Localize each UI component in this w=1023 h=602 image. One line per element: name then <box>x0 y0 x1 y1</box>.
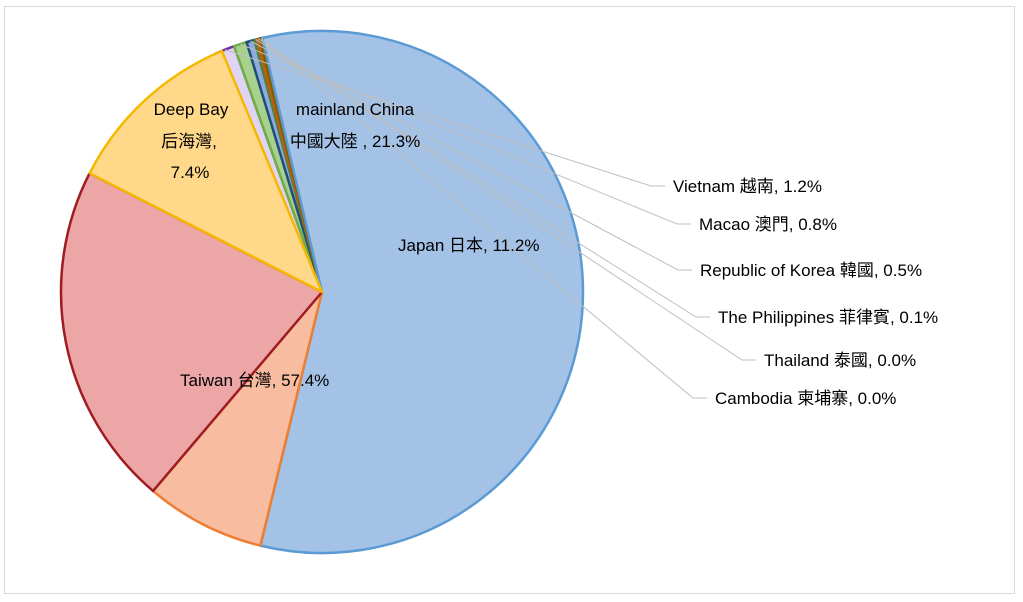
leader-lines <box>224 37 756 399</box>
slice-japan-9 <box>88 49 324 294</box>
label-cambodia: Cambodia 柬埔寨, 0.0% <box>715 389 896 408</box>
slice-taiwan-6 <box>259 29 585 555</box>
slice-deep-7 <box>151 290 324 547</box>
slice-mainland-8 <box>59 171 324 493</box>
label-deep-bay-line2: 后海灣, <box>161 132 217 151</box>
label-vietnam: Vietnam 越南, 1.2% <box>673 177 822 196</box>
label-republic-of-korea: Republic of Korea 韓國, 0.5% <box>700 261 922 280</box>
label-macao: Macao 澳門, 0.8% <box>699 215 837 234</box>
leader-line-1 <box>240 43 691 225</box>
label-the-philippines: The Philippines 菲律賓, 0.1% <box>718 308 938 327</box>
label-japan: Japan 日本, 11.2% <box>398 236 539 255</box>
leader-line-2 <box>250 40 692 271</box>
pie-slices <box>59 29 585 555</box>
label-mainland-china-line1: mainland China <box>296 100 415 119</box>
label-mainland-china-line2: 中國大陸 , 21.3% <box>290 132 420 151</box>
label-deep-bay-line3: 7.4% <box>171 163 210 182</box>
leader-line-5 <box>260 37 707 399</box>
leader-line-4 <box>258 38 756 361</box>
label-deep-bay-line1: Deep Bay <box>154 100 229 119</box>
slice-labels: Taiwan 台灣, 57.4% Deep Bay 后海灣, 7.4% main… <box>154 100 938 408</box>
label-thailand: Thailand 泰國, 0.0% <box>764 351 916 370</box>
leader-line-3 <box>255 39 710 318</box>
label-taiwan: Taiwan 台灣, 57.4% <box>180 371 329 390</box>
leader-line-0 <box>224 49 665 187</box>
